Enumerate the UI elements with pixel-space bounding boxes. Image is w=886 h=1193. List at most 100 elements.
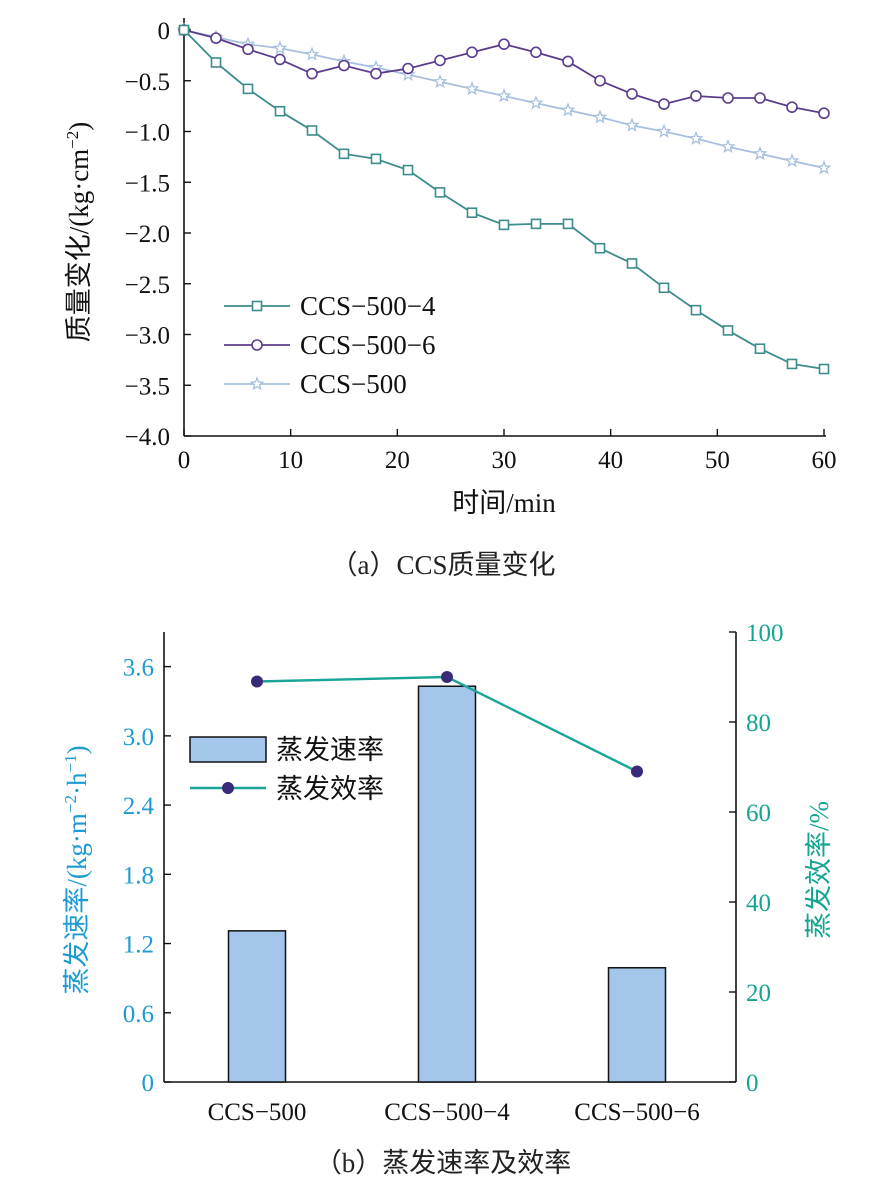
chart-b-evaporation: 0 0.6 1.2 1.8 2.4 3.0 3.6 0 20 40 60 80 100 CCS−500… bbox=[61, 620, 834, 1178]
chart-a-data-point bbox=[784, 153, 800, 168]
chart-b-bar bbox=[227, 930, 287, 1083]
chart-a-x-tick-label: 0 bbox=[178, 447, 191, 474]
chart-a-data-point bbox=[272, 40, 288, 55]
chart-a-y-ticks: 0 −0.5 −1.0 −1.5 −2.0 −2.5 −3.0 −3.5 −4.0 bbox=[125, 18, 191, 451]
chart-a-data-point bbox=[432, 73, 448, 89]
chart-a-data-point bbox=[304, 46, 320, 61]
chart-b-legend-item: 蒸发速率 bbox=[189, 735, 384, 765]
chart-a-data-point bbox=[722, 325, 734, 336]
chart-b-efficiency-point bbox=[441, 671, 453, 683]
chart-a-data-point bbox=[722, 92, 734, 104]
chart-a-y-tick-label: −0.5 bbox=[125, 69, 170, 96]
chart-a-data-point bbox=[434, 54, 446, 67]
chart-a-data-point bbox=[338, 148, 350, 160]
chart-a-data-point bbox=[242, 83, 254, 95]
chart-a-data-point bbox=[498, 38, 510, 51]
chart-a-x-axis-title: 时间/min bbox=[452, 488, 556, 518]
chart-b-left-tick-label: 0.6 bbox=[123, 1001, 154, 1028]
chart-b-right-tick-label: 80 bbox=[746, 710, 771, 737]
chart-a-data-point bbox=[210, 32, 222, 44]
chart-a-data-point bbox=[306, 125, 318, 136]
chart-b-left-axis-title: 蒸发速率/(kg·m−2·h−1) bbox=[61, 745, 92, 994]
chart-a-legend: CCS−500−4 CCS−500−6 CCS−500 bbox=[224, 291, 436, 399]
chart-a-data-point bbox=[338, 59, 350, 72]
chart-a-caption: （a）CCS质量变化 bbox=[330, 550, 555, 580]
chart-a-data-point bbox=[434, 187, 446, 198]
chart-a-legend-item: CCS−500−4 bbox=[224, 291, 436, 321]
chart-b-x-ticks: CCS−500 CCS−500−4 CCS−500−6 bbox=[208, 1099, 700, 1126]
chart-b-right-tick-label: 0 bbox=[746, 1070, 759, 1097]
chart-a-data-point bbox=[370, 67, 382, 80]
chart-b-efficiency-point bbox=[251, 675, 263, 688]
chart-a-data-point bbox=[528, 95, 544, 110]
chart-b-legend-point-swatch bbox=[222, 782, 234, 794]
chart-b-right-tick-label: 100 bbox=[746, 620, 784, 647]
chart-a-data-point bbox=[530, 218, 542, 230]
chart-b-legend-label: 蒸发效率 bbox=[276, 774, 384, 804]
chart-a-data-point bbox=[754, 343, 766, 355]
chart-b-right-tick-label: 60 bbox=[746, 800, 771, 827]
chart-b-legend-item: 蒸发效率 bbox=[190, 774, 384, 804]
chart-b-right-axis-title: 蒸发效率/% bbox=[804, 801, 834, 939]
chart-a-data-point bbox=[370, 153, 382, 165]
chart-a-data-point bbox=[594, 74, 606, 87]
chart-a-y-tick-label: −4.0 bbox=[125, 424, 170, 451]
chart-a-y-axis-title: 质量变化/(kg·cm−2) bbox=[63, 122, 94, 343]
chart-a-legend-item: CCS−500−6 bbox=[224, 330, 436, 360]
chart-a-x-tick-label: 50 bbox=[705, 447, 730, 474]
chart-a-data-point bbox=[626, 88, 638, 100]
chart-a-data-point bbox=[274, 53, 286, 66]
chart-a-data-point bbox=[754, 92, 766, 104]
chart-b-left-tick-label: 3.0 bbox=[123, 724, 154, 751]
chart-a-data-point bbox=[560, 102, 576, 117]
chart-a-x-tick-label: 30 bbox=[492, 447, 517, 474]
chart-b-right-y-ticks: 0 20 40 60 80 100 bbox=[729, 620, 784, 1097]
chart-a-data-point bbox=[530, 46, 542, 59]
chart-a-series bbox=[176, 22, 832, 375]
chart-a-y-tick-label: −1.0 bbox=[125, 120, 170, 147]
chart-b-legend-bar-swatch bbox=[189, 736, 267, 763]
chart-a-data-point bbox=[658, 282, 670, 294]
chart-b-left-tick-label: 1.8 bbox=[123, 862, 154, 889]
chart-a-data-point bbox=[690, 90, 702, 102]
chart-a-data-point bbox=[496, 88, 512, 103]
chart-a-legend-label: CCS−500 bbox=[300, 369, 407, 399]
chart-a-data-point bbox=[720, 138, 736, 154]
chart-a-data-point bbox=[816, 160, 832, 175]
chart-a-data-point bbox=[626, 258, 638, 269]
chart-a-data-point bbox=[178, 24, 190, 36]
chart-a-legend-label: CCS−500−6 bbox=[300, 330, 436, 360]
chart-b-right-tick-label: 40 bbox=[746, 890, 771, 917]
chart-b-left-tick-label: 2.4 bbox=[123, 793, 155, 820]
chart-a-y-tick-label: −2.5 bbox=[125, 272, 170, 299]
chart-b-category-label: CCS−500 bbox=[208, 1099, 307, 1126]
chart-a-data-point bbox=[562, 218, 574, 230]
chart-a-y-tick-label: −3.0 bbox=[125, 323, 170, 350]
chart-a-data-point bbox=[402, 164, 414, 176]
chart-a-legend-label: CCS−500−4 bbox=[300, 291, 436, 321]
chart-b-efficiency-point bbox=[631, 765, 643, 778]
chart-b-bars bbox=[227, 685, 667, 1083]
chart-a-data-point bbox=[690, 304, 702, 316]
chart-a-data-point bbox=[466, 207, 478, 218]
chart-a-x-tick-label: 60 bbox=[812, 447, 837, 474]
chart-a-data-point bbox=[210, 57, 222, 68]
chart-b-legend-label: 蒸发速率 bbox=[276, 735, 384, 765]
chart-b-bar bbox=[417, 685, 477, 1083]
chart-b-left-tick-label: 0 bbox=[142, 1070, 155, 1097]
chart-a-y-tick-label: −3.5 bbox=[125, 373, 170, 400]
chart-a-data-point bbox=[466, 46, 478, 59]
chart-a-data-point bbox=[498, 219, 510, 231]
chart-a-data-point bbox=[624, 117, 640, 132]
chart-a-x-tick-label: 10 bbox=[278, 447, 303, 474]
chart-a-series-0 bbox=[178, 24, 830, 375]
chart-a-mass-change: 0 −0.5 −1.0 −1.5 −2.0 −2.5 −3.0 −3.5 −4.0 0 10 20 3… bbox=[63, 18, 837, 580]
chart-a-x-ticks: 0 10 20 30 40 50 60 bbox=[178, 429, 837, 474]
chart-a-data-point bbox=[594, 242, 606, 254]
chart-a-y-tick-label: −1.5 bbox=[125, 170, 170, 197]
chart-a-data-point bbox=[688, 130, 704, 145]
chart-a-legend-item: CCS−500 bbox=[224, 369, 407, 399]
chart-a-x-tick-label: 20 bbox=[385, 447, 410, 474]
